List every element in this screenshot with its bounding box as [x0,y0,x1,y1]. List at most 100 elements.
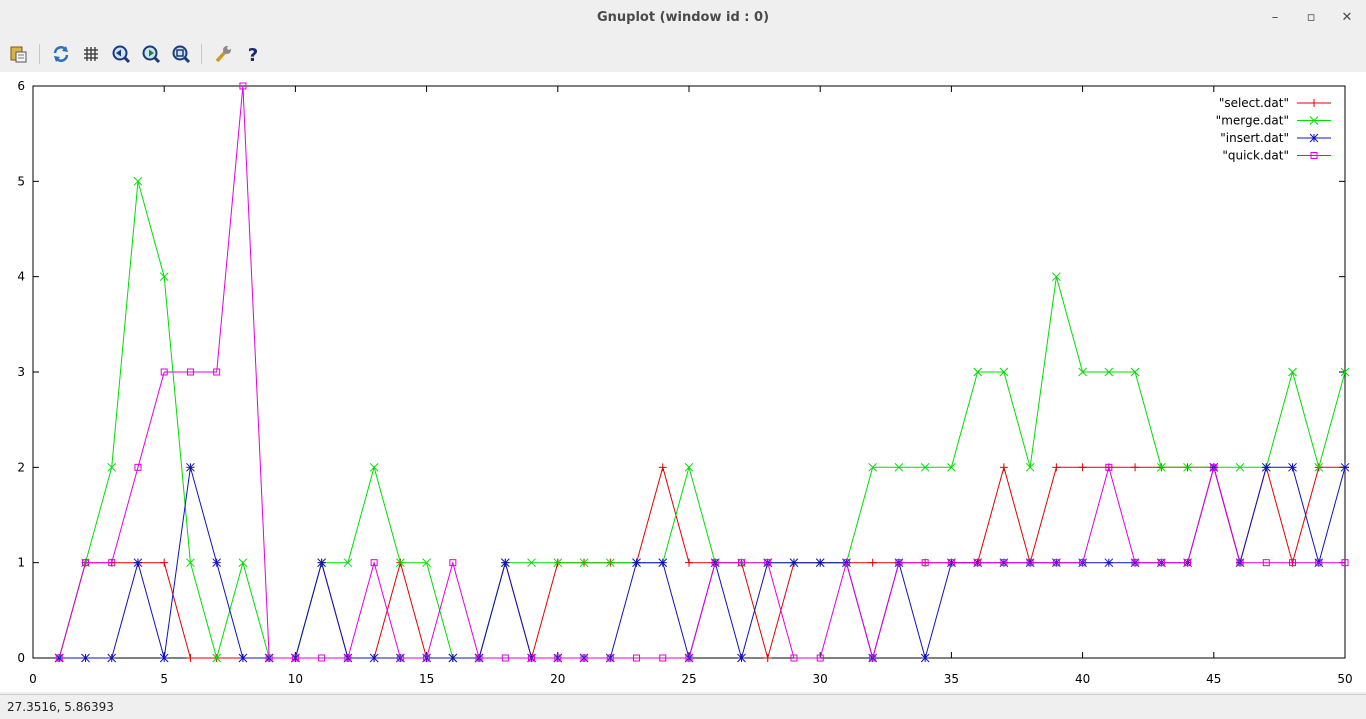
data-point-marker [1157,559,1165,567]
data-point-marker [685,654,693,662]
data-point-marker [1315,559,1323,567]
toolbar: ? [0,36,1366,72]
data-point-marker [344,654,352,662]
zoom-next-icon[interactable] [140,43,162,65]
data-point-marker [133,558,143,568]
data-point-marker [895,559,903,567]
data-point-marker [449,559,457,567]
legend-entry-label: "insert.dat" [1220,131,1289,145]
data-point-marker [1262,559,1270,567]
data-point-marker [711,559,719,567]
data-point-marker [1104,558,1114,568]
data-point-marker [579,558,589,568]
data-point-marker [999,367,1009,377]
data-point-marker [974,559,982,567]
data-point-marker [186,462,195,472]
help-icon[interactable]: ? [242,43,264,65]
data-point-marker [133,176,143,186]
data-point-marker [658,463,667,472]
data-point-marker [1000,559,1008,567]
x-tick-label: 40 [1075,672,1090,686]
toolbar-separator [201,44,202,64]
y-tick-label: 6 [17,79,25,93]
replot-icon[interactable] [50,43,72,65]
svg-text:?: ? [248,45,258,65]
data-point-marker [790,654,798,662]
y-tick-label: 3 [17,365,25,379]
data-point-marker [1078,367,1087,377]
unzoom-icon[interactable] [170,43,192,65]
data-point-marker [1309,133,1319,143]
data-point-marker [423,654,431,662]
mouse-coordinates-readout: 27.3516, 5.86393 [7,700,114,714]
x-tick-label: 0 [29,672,37,686]
data-point-marker [816,654,824,662]
data-point-marker [265,654,273,662]
data-point-marker [1104,367,1114,377]
data-point-marker [108,559,116,567]
y-tick-label: 4 [17,270,25,284]
data-point-marker [1341,559,1349,567]
legend-entry-label: "merge.dat" [1216,114,1289,128]
data-point-marker [685,558,693,567]
close-button[interactable]: ✕ [1341,10,1353,25]
data-point-marker [1288,462,1297,472]
data-point-marker [501,654,509,662]
data-point-marker [1156,462,1166,472]
data-point-marker [632,558,641,568]
window-title: Gnuplot (window id : 0) [596,10,770,25]
data-point-marker [815,558,825,568]
data-point-marker [1184,559,1192,567]
data-point-marker [763,654,772,662]
data-point-marker [1236,559,1244,567]
data-point-marker [1052,559,1060,567]
grid-icon[interactable] [80,43,102,65]
data-point-marker [1079,559,1087,567]
legend-entry-label: "quick.dat" [1222,149,1289,163]
data-point-marker [55,654,63,662]
minimize-button[interactable]: – [1271,10,1279,25]
data-point-marker [869,654,877,662]
data-point-marker [317,558,326,568]
data-point-marker [1131,463,1140,472]
data-point-marker [369,462,379,472]
x-tick-label: 45 [1206,672,1221,686]
data-point-marker [212,653,222,663]
plot-area[interactable]: 0 5 10 15 20 25 30 35 40 45 50 0 1 2 3 4 5 6 "select.dat" "… [0,72,1366,692]
data-point-marker [947,462,956,472]
data-point-marker [1052,463,1061,472]
data-point-marker [528,654,536,662]
window-titlebar[interactable]: Gnuplot (window id : 0) – ▫ ✕ [0,0,1366,36]
series-line [58,85,1345,660]
clipboard-copy-icon[interactable] [8,43,30,65]
data-point-marker [81,653,90,663]
data-point-marker [920,462,930,472]
data-point-marker [868,558,877,567]
data-point-marker [475,654,483,662]
data-point-marker [527,558,536,568]
data-point-marker [1235,462,1245,472]
data-point-marker [973,367,982,377]
data-point-marker [606,654,614,662]
data-point-marker [633,654,641,662]
data-point-marker [1288,367,1297,377]
data-point-marker [369,653,379,663]
maximize-button[interactable]: ▫ [1306,10,1316,25]
data-point-marker [842,559,850,567]
status-bar: 27.3516, 5.86393 [0,694,1366,719]
toolbar-separator [39,44,40,64]
data-point-marker [291,654,299,662]
data-point-marker [396,558,405,568]
x-tick-label: 30 [813,672,828,686]
data-point-marker [1183,462,1192,472]
data-point-marker [659,654,667,662]
line-chart[interactable]: 0 5 10 15 20 25 30 35 40 45 500123456"select.dat""… [0,72,1366,692]
settings-wrench-icon[interactable] [212,43,234,65]
y-tick-label: 0 [17,651,25,665]
data-point-marker [1261,462,1271,472]
data-point-marker [1078,463,1087,472]
data-point-marker [159,653,169,663]
data-point-marker [1309,116,1319,125]
data-point-marker [1105,463,1113,471]
zoom-previous-icon[interactable] [110,43,132,65]
